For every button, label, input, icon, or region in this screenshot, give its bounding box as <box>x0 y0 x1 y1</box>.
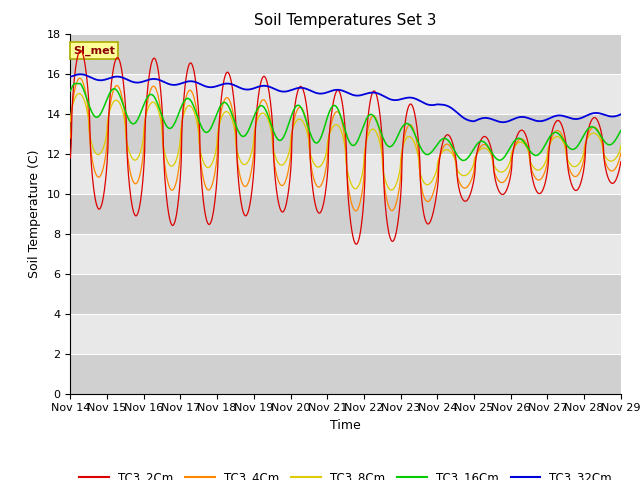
Bar <box>70 313 621 354</box>
Title: Soil Temperatures Set 3: Soil Temperatures Set 3 <box>254 13 437 28</box>
Bar <box>70 274 621 313</box>
Bar <box>70 193 621 234</box>
Bar <box>70 154 621 193</box>
Bar <box>70 114 621 154</box>
Bar <box>70 73 621 114</box>
Legend: TC3_2Cm, TC3_4Cm, TC3_8Cm, TC3_16Cm, TC3_32Cm: TC3_2Cm, TC3_4Cm, TC3_8Cm, TC3_16Cm, TC3… <box>74 466 617 480</box>
Bar <box>70 34 621 73</box>
Text: SI_met: SI_met <box>73 46 115 56</box>
Bar <box>70 234 621 274</box>
X-axis label: Time: Time <box>330 419 361 432</box>
Bar <box>70 354 621 394</box>
Y-axis label: Soil Temperature (C): Soil Temperature (C) <box>28 149 41 278</box>
